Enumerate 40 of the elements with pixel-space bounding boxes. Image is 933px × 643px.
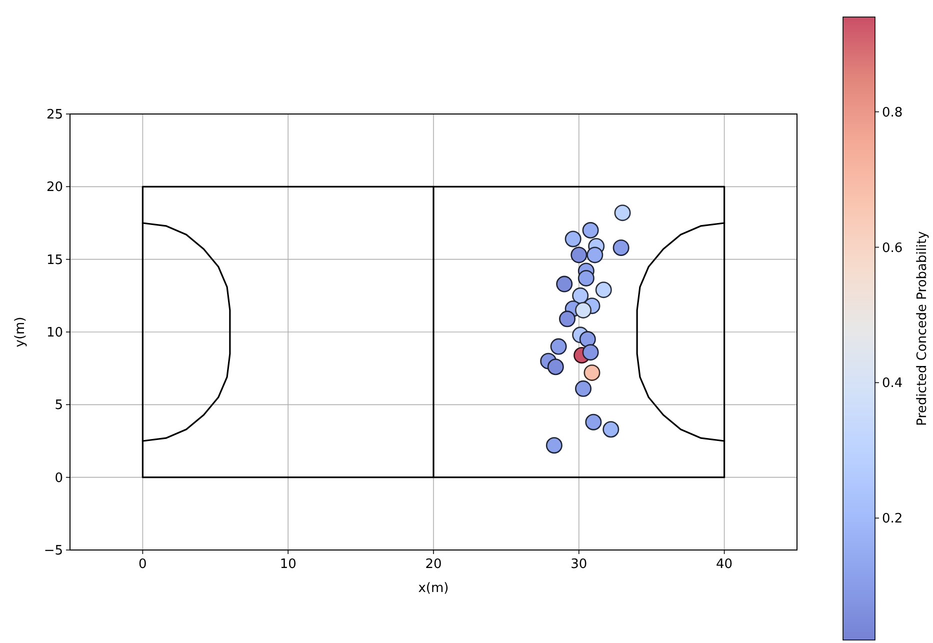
point bbox=[585, 414, 602, 430]
point bbox=[559, 310, 576, 328]
x-axis-title: x(m) bbox=[418, 581, 449, 596]
point bbox=[614, 204, 631, 222]
point bbox=[546, 437, 562, 454]
point bbox=[564, 230, 582, 248]
x-tick-label: 40 bbox=[716, 557, 733, 572]
x-tick-label: 20 bbox=[425, 557, 442, 572]
color-bar-label: 0.2 bbox=[882, 512, 903, 527]
point bbox=[612, 239, 630, 256]
y-tick-label: −5 bbox=[44, 544, 63, 559]
point bbox=[547, 358, 564, 376]
color-bar-label: 0.4 bbox=[882, 376, 903, 392]
color-bar-label: 0.8 bbox=[882, 105, 903, 120]
x-tick-label: 0 bbox=[138, 557, 147, 572]
point bbox=[582, 222, 599, 238]
point bbox=[575, 302, 592, 318]
point bbox=[556, 276, 573, 292]
y-tick-label: 15 bbox=[46, 252, 63, 268]
y-tick-label: 25 bbox=[46, 108, 63, 123]
point bbox=[582, 344, 599, 361]
point bbox=[575, 380, 592, 397]
color-bar-label: 0.6 bbox=[882, 240, 903, 256]
y-axis-title: y(m) bbox=[13, 316, 28, 348]
y-tick-label: 10 bbox=[46, 326, 63, 341]
y-tick-label: 0 bbox=[54, 470, 63, 486]
point bbox=[602, 421, 620, 438]
point bbox=[550, 338, 567, 355]
x-tick-label: 30 bbox=[570, 557, 588, 572]
point bbox=[586, 246, 604, 264]
y-tick-label: 5 bbox=[54, 398, 63, 414]
point bbox=[578, 270, 594, 286]
x-tick-label: 10 bbox=[280, 557, 296, 572]
y-tick-label: 20 bbox=[46, 180, 63, 196]
point bbox=[572, 287, 589, 304]
point bbox=[579, 331, 596, 348]
point bbox=[570, 246, 588, 264]
color-bar-title: Predicted Concede Probability bbox=[915, 230, 930, 426]
point bbox=[595, 282, 612, 298]
point bbox=[584, 364, 600, 381]
